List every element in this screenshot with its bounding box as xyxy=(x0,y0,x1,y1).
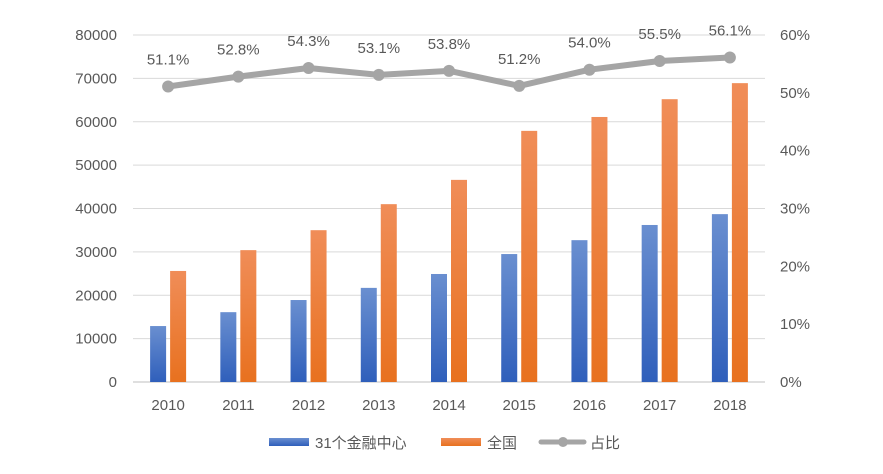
bar-national xyxy=(380,204,397,382)
bar-national xyxy=(240,250,257,382)
bar-financial-centers xyxy=(501,254,518,382)
ratio-data-label: 54.3% xyxy=(287,33,330,50)
y-tick-label: 0 xyxy=(109,374,117,391)
ratio-data-label: 52.8% xyxy=(217,42,260,59)
ratio-marker xyxy=(653,55,666,68)
bar-financial-centers xyxy=(431,273,447,382)
x-tick-label: 2017 xyxy=(643,397,676,414)
ratio-data-label: 53.8% xyxy=(428,36,471,53)
legend-label-financial-centers: 31个金融中心 xyxy=(315,435,407,452)
ratio-marker xyxy=(583,63,596,76)
y2-tick-label: 20% xyxy=(780,258,810,275)
bar-national xyxy=(521,130,538,382)
bar-financial-centers xyxy=(711,214,728,382)
bar-financial-centers xyxy=(150,326,167,382)
x-tick-label: 2016 xyxy=(573,397,606,414)
ratio-marker xyxy=(443,64,455,77)
ratio-marker xyxy=(513,79,526,92)
legend-swatch-orange xyxy=(441,438,481,446)
x-tick-label: 2013 xyxy=(362,397,395,414)
bar-financial-centers xyxy=(290,300,307,382)
ratio-marker xyxy=(372,68,385,81)
legend-swatch-marker xyxy=(558,437,568,447)
bar-national xyxy=(731,83,748,383)
y-tick-label: 20000 xyxy=(75,287,117,304)
bar-national xyxy=(451,179,467,382)
y2-tick-label: 40% xyxy=(780,143,810,160)
x-tick-label: 2018 xyxy=(713,397,746,414)
y-tick-label: 40000 xyxy=(75,201,117,218)
ratio-marker xyxy=(723,51,736,64)
y2-tick-label: 0% xyxy=(780,374,802,391)
x-tick-label: 2014 xyxy=(432,397,465,414)
ratio-marker xyxy=(162,80,175,93)
x-tick-label: 2012 xyxy=(292,397,325,414)
y-tick-label: 30000 xyxy=(75,244,117,261)
y-tick-label: 10000 xyxy=(75,331,117,348)
bar-financial-centers xyxy=(641,224,658,382)
x-tick-label: 2011 xyxy=(222,397,254,414)
y-tick-label: 70000 xyxy=(75,70,117,87)
bar-national xyxy=(591,116,608,382)
bar-financial-centers xyxy=(220,312,237,382)
y2-tick-label: 50% xyxy=(780,85,810,102)
ratio-data-label: 56.1% xyxy=(709,23,752,40)
ratio-data-label: 54.0% xyxy=(568,35,611,52)
bar-financial-centers xyxy=(360,287,377,382)
legend-label-national: 全国 xyxy=(487,434,517,452)
legend-label-ratio: 占比 xyxy=(590,435,620,452)
x-tick-label: 2015 xyxy=(503,397,536,414)
ratio-data-label: 51.1% xyxy=(147,51,190,68)
ratio-data-label: 55.5% xyxy=(638,26,681,43)
y2-tick-label: 60% xyxy=(780,27,810,44)
y2-tick-label: 30% xyxy=(780,201,810,218)
y2-tick-label: 10% xyxy=(780,316,810,333)
y-tick-label: 60000 xyxy=(75,114,117,131)
ratio-marker xyxy=(232,70,245,83)
ratio-data-label: 53.1% xyxy=(358,40,401,57)
y-tick-label: 50000 xyxy=(75,157,117,174)
bar-national xyxy=(310,230,327,382)
ratio-marker xyxy=(302,61,315,74)
legend-swatch-blue xyxy=(269,438,309,446)
bar-national xyxy=(170,270,187,382)
bar-financial-centers xyxy=(571,240,588,382)
ratio-data-label: 51.2% xyxy=(498,51,541,68)
x-tick-label: 2010 xyxy=(151,397,184,414)
y-tick-label: 80000 xyxy=(75,27,117,44)
legend: 31个金融中心 全国 占比 xyxy=(269,434,620,452)
bar-national xyxy=(661,99,678,382)
